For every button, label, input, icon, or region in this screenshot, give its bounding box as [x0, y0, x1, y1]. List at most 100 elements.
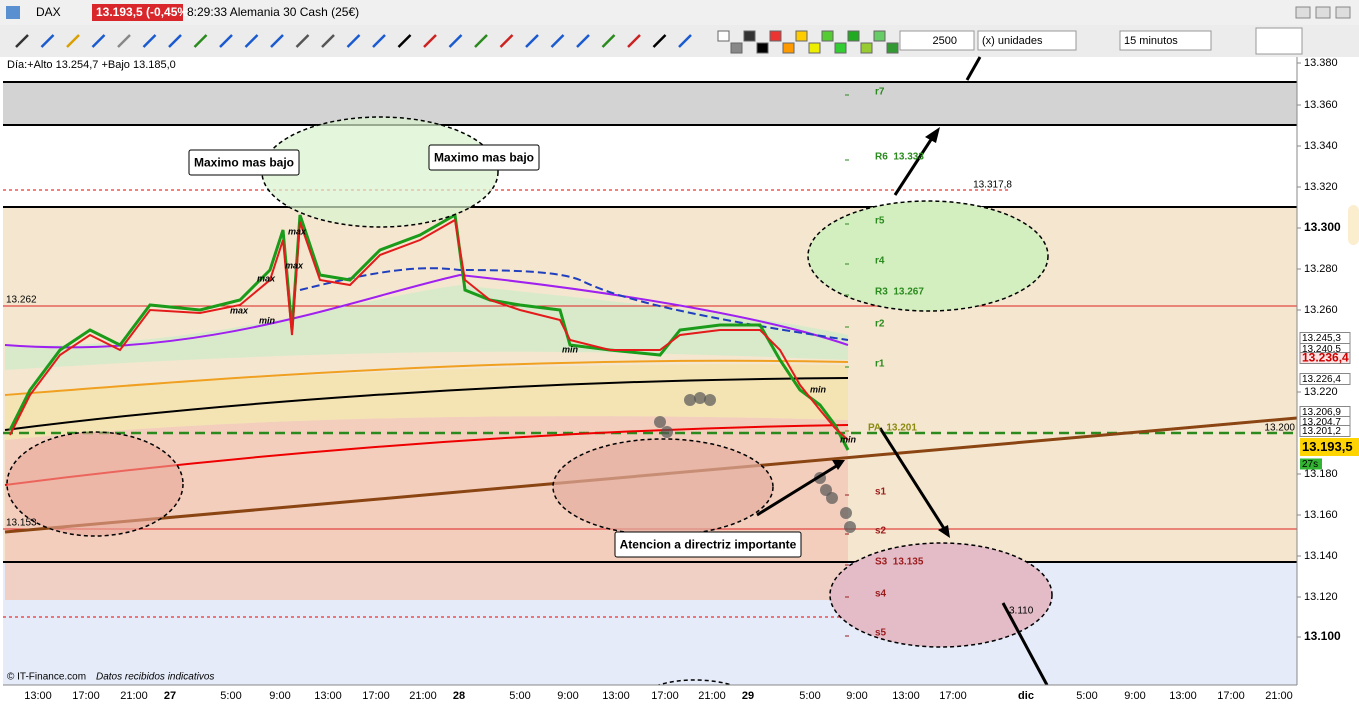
time-axis-label: 13:00	[314, 690, 342, 702]
quantity-input[interactable]	[899, 30, 975, 51]
annotation-box	[188, 149, 300, 176]
minimize-button[interactable]	[1315, 6, 1331, 19]
title-bar	[0, 0, 1359, 25]
time-axis-label: 9:00	[846, 690, 867, 702]
color-swatch[interactable]	[756, 42, 769, 54]
tool-icon	[117, 34, 131, 48]
level-label: 13.317,8	[973, 180, 1012, 191]
marker-label: max	[230, 305, 249, 315]
color-swatch[interactable]	[860, 42, 873, 54]
color-swatch[interactable]	[886, 42, 899, 54]
price-axis-label: 13.360	[1304, 99, 1338, 111]
price-axis	[1297, 57, 1359, 685]
arrow-heads	[832, 127, 950, 538]
marker-label: min	[259, 315, 276, 325]
price-axis-label: 13.100	[1304, 629, 1341, 643]
timeframe-dropdown[interactable]	[1119, 30, 1212, 51]
time-axis-label: 9:00	[1124, 690, 1145, 702]
tool-icon	[372, 34, 386, 48]
tool-icon	[423, 34, 437, 48]
pivot-label: s4	[875, 589, 887, 600]
annotation: Maximo mas bajo	[194, 156, 294, 170]
tool-icon	[219, 34, 233, 48]
color-swatch[interactable]	[730, 42, 743, 54]
window-info: 8:29:33 Alemania 30 Cash (25€)	[187, 5, 359, 19]
tool-icon	[168, 34, 182, 48]
zone-band	[3, 82, 1297, 125]
time-axis-label: 9:00	[557, 690, 578, 702]
time-axis-label: 5:00	[509, 690, 530, 702]
time-axis-label: 13:00	[1169, 690, 1197, 702]
time-axis-label: 5:00	[799, 690, 820, 702]
highlight-ellipse	[6, 431, 184, 537]
pivot-label: s5	[875, 628, 887, 639]
price-badge	[92, 4, 183, 21]
price-box-label: 27s	[1302, 459, 1318, 470]
color-swatch[interactable]	[717, 30, 730, 42]
price-box	[1299, 425, 1351, 437]
price-box	[1300, 438, 1359, 456]
time-axis-label: 28	[453, 690, 465, 702]
tool-icon	[652, 34, 667, 48]
tool-icon	[678, 34, 692, 48]
price-axis-label: 13.180	[1304, 468, 1338, 480]
color-swatch[interactable]	[795, 30, 808, 42]
color-swatch[interactable]	[873, 30, 886, 42]
unit-dropdown[interactable]	[977, 30, 1077, 51]
tool-icon	[244, 34, 259, 48]
color-swatch[interactable]	[769, 30, 782, 42]
price-change: 13.193,5 (-0,45%)	[96, 5, 192, 19]
side-tab[interactable]	[1348, 205, 1359, 245]
annotation: Maximo mas bajo	[434, 151, 534, 165]
pivot-label: s2	[875, 526, 887, 537]
tool-icon	[397, 34, 412, 48]
tool-icon	[15, 34, 29, 48]
footer-source: © IT-Finance.com	[7, 672, 86, 683]
color-swatch[interactable]	[782, 42, 795, 54]
chart-type-button[interactable]	[1255, 27, 1303, 55]
color-swatch[interactable]	[834, 42, 847, 54]
pivot-label: R6 13.333	[875, 152, 924, 163]
level-label: 13.262	[6, 295, 37, 306]
level-label: 13.153	[6, 518, 37, 529]
price-axis-label: 13.220	[1304, 386, 1338, 398]
tool-icon	[91, 34, 106, 48]
tool-icon	[448, 34, 463, 48]
tool-icon	[40, 34, 55, 48]
time-axis-label: 9:00	[269, 690, 290, 702]
pivot-label: r2	[875, 319, 885, 330]
time-axis-label: 13:00	[892, 690, 920, 702]
time-axis-label: 21:00	[120, 690, 148, 702]
price-axis-label: 13.120	[1304, 591, 1338, 603]
tool-icon	[142, 34, 157, 48]
pivot-label: S3 13.135	[875, 557, 924, 568]
price-axis-label: 13.380	[1304, 57, 1338, 69]
price-line	[8, 212, 850, 451]
moving-average	[299, 267, 849, 341]
moving-average	[4, 273, 849, 349]
price-axis-label: 13.280	[1304, 263, 1338, 275]
time-axis-label: 13:00	[24, 690, 52, 702]
color-swatch[interactable]	[847, 30, 860, 42]
level-label: 3.110	[1009, 606, 1034, 617]
marker-label: min	[810, 384, 827, 394]
price-axis-label: 13.300	[1304, 220, 1341, 234]
pivot-label: r7	[875, 87, 885, 98]
highlight-ellipse	[807, 200, 1049, 312]
annotation-box	[428, 144, 540, 171]
restore-button[interactable]	[1295, 6, 1311, 19]
color-swatch[interactable]	[743, 30, 756, 42]
price-average	[9, 218, 849, 441]
close-button[interactable]	[1335, 6, 1351, 19]
price-box-label: 13.245,3	[1302, 333, 1341, 344]
marker-label: max	[285, 260, 304, 270]
color-swatch[interactable]	[808, 42, 821, 54]
price-axis-label: 13.140	[1304, 550, 1338, 562]
color-swatch[interactable]	[821, 30, 834, 42]
marker-label: max	[288, 226, 307, 236]
day-range: Día:+Alto 13.254,7 +Bajo 13.185,0	[7, 59, 176, 71]
price-box-label: 13.206,9	[1302, 407, 1341, 418]
level-label: 13.200	[1264, 423, 1295, 434]
